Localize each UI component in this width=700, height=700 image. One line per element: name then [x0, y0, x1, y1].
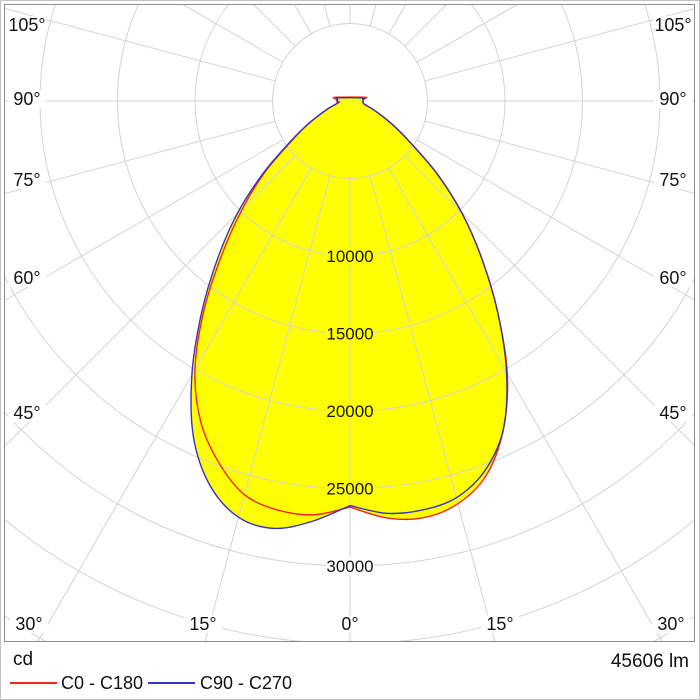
angle-label-bottom-30-4: 30° [657, 614, 684, 634]
angle-label-left-45: 45° [13, 403, 40, 423]
angle-label-right-45: 45° [659, 403, 686, 423]
grid-spoke [424, 120, 695, 194]
angle-label-left-75: 75° [13, 170, 40, 190]
angle-label-mask [654, 90, 692, 108]
angle-label-mask [654, 269, 692, 287]
angle-label-mask [331, 615, 369, 633]
grid-spoke [323, 4, 331, 27]
chart-frame [4, 4, 695, 642]
angle-label-mask [654, 404, 692, 422]
grid-spoke [293, 4, 312, 35]
grid-spoke [4, 7, 276, 82]
angle-label-left-90: 90° [13, 89, 40, 109]
ring-label-mask [326, 247, 374, 265]
legend-line-red [10, 682, 57, 684]
angle-label-mask [481, 615, 519, 633]
angle-label-left-105: 105° [8, 15, 45, 35]
ring-label-20000: 20000 [326, 402, 373, 421]
unit-label: cd [13, 649, 34, 670]
angle-label-mask [8, 90, 46, 108]
ring-label-15000: 15000 [326, 325, 373, 344]
ring-label-mask [326, 402, 374, 420]
angle-label-mask [8, 269, 46, 287]
footer: cd C0 - C180 C90 - C270 45606 lm [0, 643, 700, 700]
ring-label-mask [326, 557, 374, 575]
distribution-fill-1 [190, 97, 507, 529]
ring-label-mask [326, 325, 374, 342]
ring-label-30000: 30000 [326, 557, 373, 576]
angle-label-right-90: 90° [659, 89, 686, 109]
legend-label-c0-c180: C0 - C180 [61, 673, 144, 693]
flux-label: 45606 lm [610, 651, 689, 672]
angle-label-bottom-0-2: 0° [341, 614, 358, 634]
angle-label-bottom-15-1: 15° [189, 614, 216, 634]
grid-spoke [369, 175, 496, 642]
grid-spoke [4, 155, 296, 448]
legend-label-c90-c270: C90 - C270 [200, 673, 293, 693]
angle-label-mask [654, 16, 692, 34]
angle-label-left-60: 60° [13, 268, 40, 288]
ring-label-mask [326, 480, 374, 497]
angle-label-mask [8, 171, 46, 189]
grid-spoke [416, 139, 695, 301]
angle-label-right-105: 105° [654, 15, 691, 35]
angle-label-bottom-15-3: 15° [486, 614, 513, 634]
angle-label-mask [8, 16, 46, 34]
legend-line-blue [148, 682, 195, 684]
grid-spoke [37, 167, 312, 642]
grid-spoke [388, 4, 407, 35]
grid-spoke [204, 175, 331, 642]
grid-spoke [404, 155, 695, 447]
grid-spoke [424, 8, 695, 82]
grid-spoke [388, 167, 663, 642]
angle-label-mask [652, 615, 690, 633]
angle-label-mask [10, 615, 48, 633]
grid-spoke [4, 120, 276, 195]
ring-label-10000: 10000 [326, 247, 373, 266]
grid-spoke [369, 4, 377, 27]
angle-label-mask [8, 404, 46, 422]
angle-label-mask [654, 171, 692, 189]
angle-label-bottom-30-0: 30° [15, 614, 42, 634]
curve-C90-C270 [190, 96, 508, 530]
grid-spoke [181, 4, 284, 63]
angle-label-right-75: 75° [659, 170, 686, 190]
grid-spoke [4, 139, 284, 302]
angle-label-mask [184, 615, 222, 633]
ring-label-25000: 25000 [326, 480, 373, 499]
grid-spoke [416, 4, 520, 63]
angle-label-right-60: 60° [659, 268, 686, 288]
